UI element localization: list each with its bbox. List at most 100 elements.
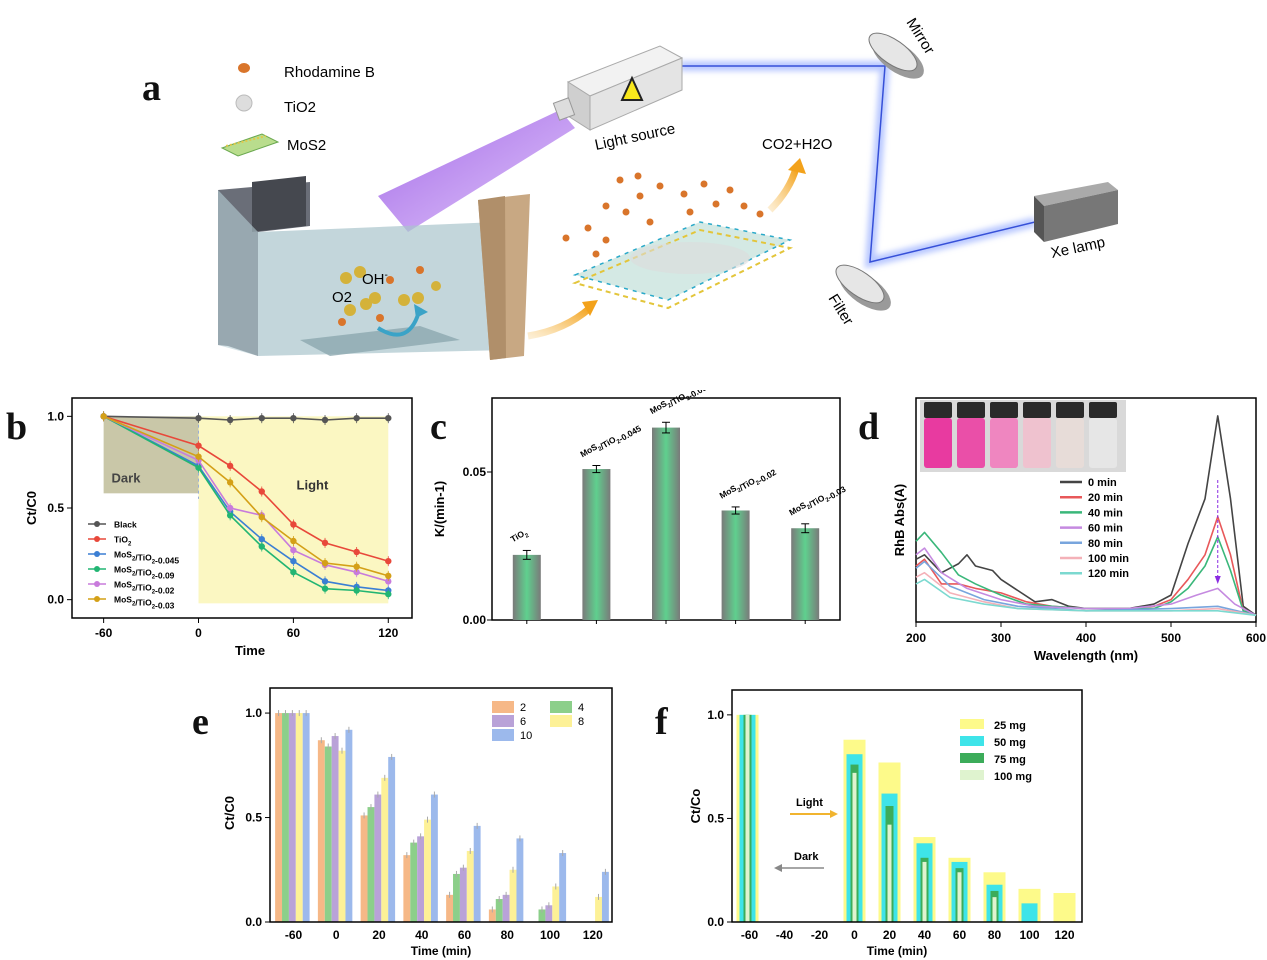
reactor-particles bbox=[338, 266, 441, 326]
data-point bbox=[290, 414, 297, 422]
bar-s3-6 bbox=[957, 872, 962, 922]
x-tick-label: 120 bbox=[378, 626, 398, 640]
data-point bbox=[290, 537, 297, 545]
bar-label-3: MoS2/TiO2-0.02 bbox=[718, 462, 779, 506]
bar-s0-5 bbox=[488, 909, 496, 922]
legend-label-0: Black bbox=[114, 520, 137, 530]
data-point bbox=[195, 414, 202, 422]
bar-2 bbox=[652, 427, 680, 620]
y-tick-label: 0.00 bbox=[463, 613, 487, 627]
region-label-dark: Dark bbox=[112, 470, 142, 485]
data-point bbox=[258, 535, 265, 543]
legend-rhodamine-b: Rhodamine B bbox=[284, 64, 375, 81]
data-point bbox=[321, 578, 329, 585]
legend-marker bbox=[94, 566, 100, 572]
warning-triangle-icon bbox=[620, 75, 644, 101]
y-tick-label: 0.0 bbox=[707, 915, 724, 929]
data-point bbox=[258, 543, 265, 550]
legend-label-3: MoS2/TiO2-0.09 bbox=[114, 565, 175, 581]
legend-swatch bbox=[960, 753, 984, 763]
bar-s3-2 bbox=[381, 777, 389, 922]
bar-s3-7 bbox=[992, 897, 997, 922]
panel-letter-e: e bbox=[192, 701, 209, 743]
legend-label-3: 100 mg bbox=[994, 771, 1032, 783]
bar-label-2: MoS2/TiO2-0.09 bbox=[648, 390, 709, 421]
bar-s1-5 bbox=[495, 899, 503, 922]
y-tick-label: 1.0 bbox=[245, 706, 262, 720]
x-tick-label: -40 bbox=[776, 928, 794, 942]
data-point bbox=[353, 563, 360, 570]
x-tick-label: 60 bbox=[458, 928, 472, 942]
legend-label-0: 25 mg bbox=[994, 720, 1026, 732]
legend-label-3: 60 min bbox=[1088, 523, 1123, 535]
legend-label-2: 40 min bbox=[1088, 507, 1123, 519]
y-tick-label: 0.0 bbox=[47, 593, 64, 607]
vial-cap bbox=[957, 402, 985, 418]
legend-marker bbox=[94, 536, 100, 542]
data-point bbox=[226, 512, 234, 519]
bar-s3-7 bbox=[595, 896, 602, 922]
legend-swatch bbox=[492, 701, 514, 713]
bar-s1-0 bbox=[282, 713, 289, 922]
bar-3 bbox=[721, 510, 750, 620]
data-point bbox=[195, 442, 202, 449]
x-tick-label: 100 bbox=[1019, 928, 1039, 942]
vial-photo bbox=[920, 400, 1126, 472]
chart-f-bar-catalyst-mass: -60 -40 -20 0 20 40 60 80 100 120 0.0 0.5 1.0 Time (m… bbox=[688, 689, 1083, 958]
bar-s1-2 bbox=[367, 807, 375, 922]
bar-s3-1 bbox=[338, 750, 346, 922]
series-line-1 bbox=[103, 415, 389, 562]
data-point bbox=[353, 414, 360, 422]
region-label-light: Light bbox=[297, 478, 329, 493]
plot-frame bbox=[731, 689, 1083, 923]
filter-icon bbox=[835, 264, 891, 311]
bar-s2-1 bbox=[331, 736, 339, 922]
vial bbox=[990, 418, 1018, 468]
bar-s0-0 bbox=[275, 713, 283, 922]
legend-swatch bbox=[960, 719, 984, 729]
x-tick-label: 100 bbox=[540, 928, 560, 942]
legend-label-5: MoS2/TiO2-0.03 bbox=[114, 595, 175, 611]
data-point bbox=[385, 557, 392, 565]
chart-c-rate-constants: 0.000.05K/(min-1) TiO2MoS2/TiO2-0.045MoS2… bbox=[432, 390, 848, 627]
x-tick-label: 300 bbox=[991, 631, 1011, 645]
zoom-arrow bbox=[527, 305, 593, 340]
legend-label-1: 50 mg bbox=[994, 737, 1026, 749]
arrowhead bbox=[830, 810, 838, 818]
legend-label-2: 75 mg bbox=[994, 754, 1026, 766]
rhodamine-b-icon bbox=[238, 63, 250, 73]
legend-label-2: MoS2/TiO2-0.045 bbox=[114, 550, 179, 566]
oh-label: OH- bbox=[362, 270, 388, 288]
bar-s3-6 bbox=[552, 886, 560, 922]
legend-label-4: 80 min bbox=[1088, 538, 1123, 550]
legend-swatch bbox=[550, 715, 572, 727]
data-point bbox=[258, 488, 265, 495]
legend-label-1: 4 bbox=[578, 702, 584, 714]
bar-s0-1 bbox=[317, 740, 325, 922]
bar-s1-8 bbox=[1021, 903, 1038, 922]
panel-letter-b: b bbox=[6, 406, 28, 448]
x-tick-label: -20 bbox=[811, 928, 829, 942]
legend-marker bbox=[94, 551, 100, 557]
arrowhead bbox=[1214, 576, 1221, 584]
y-tick-label: 1.0 bbox=[707, 708, 724, 722]
bar-s4-6 bbox=[559, 853, 567, 922]
y-axis-label: K/(min-1) bbox=[432, 481, 447, 537]
x-tick-label: 0 bbox=[851, 928, 858, 942]
data-point bbox=[226, 416, 234, 424]
legend-label-3: 8 bbox=[578, 716, 584, 728]
bar-s3-0 bbox=[295, 713, 303, 922]
bar-s4-7 bbox=[601, 871, 609, 922]
data-point bbox=[290, 521, 297, 528]
x-tick-label: 60 bbox=[953, 928, 967, 942]
vial bbox=[1089, 418, 1117, 468]
y-tick-label: 0.5 bbox=[245, 811, 262, 825]
series-line-0 bbox=[103, 415, 389, 421]
vial bbox=[1056, 418, 1084, 468]
light-source-label: Light source bbox=[593, 120, 676, 154]
violet-light-cone bbox=[378, 110, 575, 232]
bar-s3-3 bbox=[424, 819, 431, 922]
light-source-box bbox=[552, 45, 684, 131]
data-point bbox=[353, 568, 360, 576]
bar-label-0: TiO2 bbox=[509, 527, 531, 547]
